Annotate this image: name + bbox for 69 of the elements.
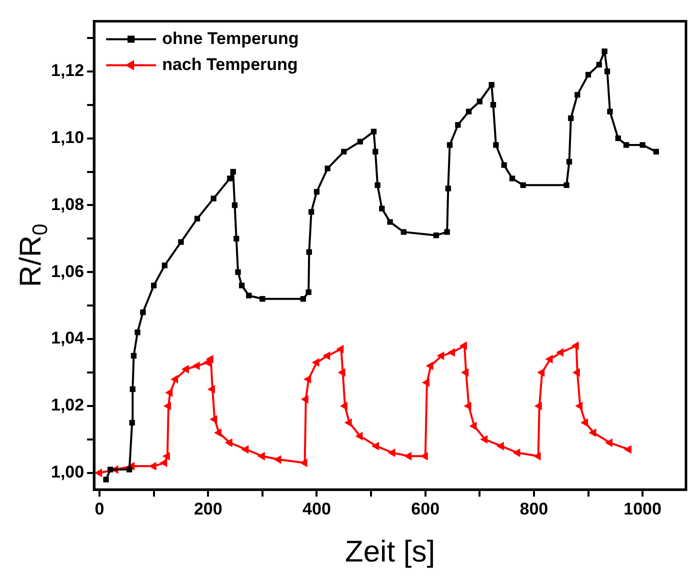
point — [300, 458, 308, 468]
point — [312, 358, 320, 367]
y-axis-title: R/R0 — [14, 224, 52, 288]
y-tick-label: 1,00 — [50, 462, 84, 482]
point — [512, 448, 520, 458]
y-tick-label: 1,08 — [50, 194, 84, 214]
point — [340, 402, 348, 410]
point — [422, 378, 430, 387]
point — [207, 384, 215, 394]
point — [241, 445, 249, 454]
point — [571, 341, 579, 350]
y-tick-label: 1,04 — [50, 328, 85, 348]
point — [624, 445, 632, 454]
point — [572, 368, 580, 377]
point — [556, 348, 564, 357]
point — [388, 448, 396, 458]
point — [545, 354, 553, 364]
point — [192, 361, 200, 370]
point — [447, 348, 455, 357]
point — [436, 351, 444, 360]
point — [224, 438, 232, 448]
x-tick-label: 1000 — [624, 499, 662, 518]
point — [461, 368, 469, 377]
y-tick-label: 1,10 — [50, 128, 84, 147]
point — [355, 432, 363, 440]
point — [181, 364, 189, 374]
x-axis-title: Zeit [s] — [345, 535, 436, 568]
point — [162, 452, 170, 460]
point — [94, 468, 102, 478]
point — [338, 368, 346, 377]
point — [426, 361, 434, 370]
point — [604, 438, 612, 448]
point — [257, 452, 265, 460]
point — [480, 435, 488, 444]
point — [537, 368, 545, 377]
point — [575, 402, 583, 410]
point — [404, 452, 412, 460]
point — [371, 442, 379, 450]
point — [580, 418, 588, 428]
point — [588, 428, 596, 438]
point — [344, 418, 352, 428]
point — [170, 374, 178, 384]
x-tick-label: 800 — [520, 499, 548, 518]
x-tick-label: 200 — [194, 499, 222, 518]
point — [336, 344, 344, 354]
legend-label: nach Temperung — [162, 54, 298, 74]
legend-label: ohne Temperung — [162, 28, 299, 48]
point — [464, 402, 472, 410]
point — [165, 388, 173, 397]
point — [160, 458, 168, 468]
x-tick-label: 400 — [302, 499, 331, 518]
point — [459, 341, 467, 350]
y-tick-label: 1,12 — [50, 61, 84, 80]
point — [274, 455, 282, 464]
point — [163, 402, 171, 410]
point — [214, 428, 222, 438]
point — [210, 415, 218, 424]
point — [206, 354, 214, 364]
x-tick-label: 0 — [94, 499, 104, 518]
point — [300, 394, 308, 404]
x-tick-label: 600 — [411, 499, 440, 518]
point — [533, 452, 541, 460]
y-tick-label: 1,06 — [50, 262, 84, 281]
point — [534, 402, 542, 410]
point — [322, 351, 330, 360]
y-tick-label: 1,02 — [50, 396, 84, 415]
point — [469, 422, 477, 430]
point — [304, 374, 312, 384]
point — [496, 442, 504, 450]
